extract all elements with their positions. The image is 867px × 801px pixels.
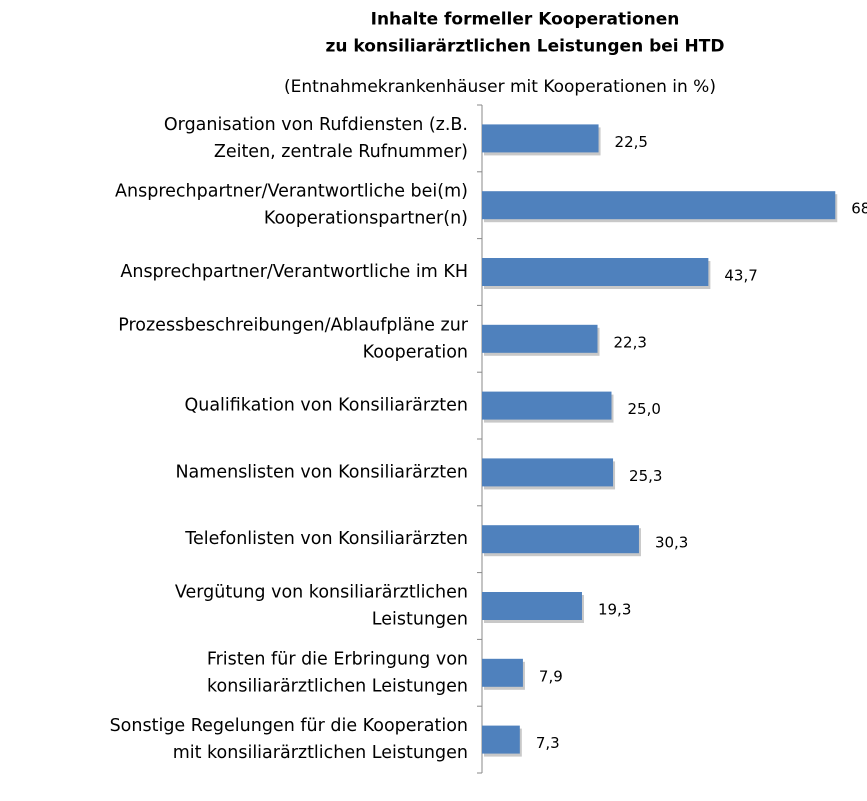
value-label: 22,5: [615, 133, 648, 151]
value-label: 22,3: [614, 333, 647, 351]
category-label: Fristen für die Erbringung von konsiliarä…: [207, 649, 468, 696]
chart-subtitle: (Entnahmekrankenhäuser mit Kooperationen…: [284, 77, 716, 97]
bar: [482, 191, 836, 220]
chart-title: Inhalte formeller Kooperationen zu konsil…: [325, 10, 724, 57]
value-label: 68,2: [851, 200, 867, 218]
bar: [482, 458, 614, 487]
value-label: 25,0: [628, 400, 661, 418]
category-label: Prozessbeschreibungen/Ablaufpläne zur Koo…: [118, 315, 469, 362]
category-label: Ansprechpartner/Verantwortliche im KH: [120, 262, 468, 282]
category-label: Organisation von Rufdiensten (z.B. Zeiten…: [164, 115, 468, 162]
bar: [482, 124, 599, 153]
value-label: 43,7: [724, 267, 757, 285]
bar: [482, 525, 639, 554]
category-label: Telefonlisten von Konsiliarärzten: [184, 529, 468, 549]
bar: [482, 391, 612, 420]
category-label: Sonstige Regelungen für die Kooperation m…: [110, 716, 468, 763]
value-label: 7,9: [539, 667, 563, 685]
value-label: 7,3: [536, 734, 560, 752]
bar: [482, 658, 523, 687]
category-label: Ansprechpartner/Verantwortliche bei(m) Ko…: [115, 182, 468, 229]
bar: [482, 592, 582, 620]
value-label: 19,3: [598, 601, 631, 619]
bar: [482, 324, 598, 353]
bar: [482, 725, 520, 754]
category-label: Vergütung von konsiliarärztlichen Leistun…: [175, 583, 468, 630]
value-label: 25,3: [629, 467, 662, 485]
value-label: 30,3: [655, 534, 688, 552]
category-label: Qualifikation von Konsiliarärzten: [184, 396, 468, 416]
category-label: Namenslisten von Konsiliarärzten: [175, 462, 468, 482]
bar: [482, 258, 709, 286]
